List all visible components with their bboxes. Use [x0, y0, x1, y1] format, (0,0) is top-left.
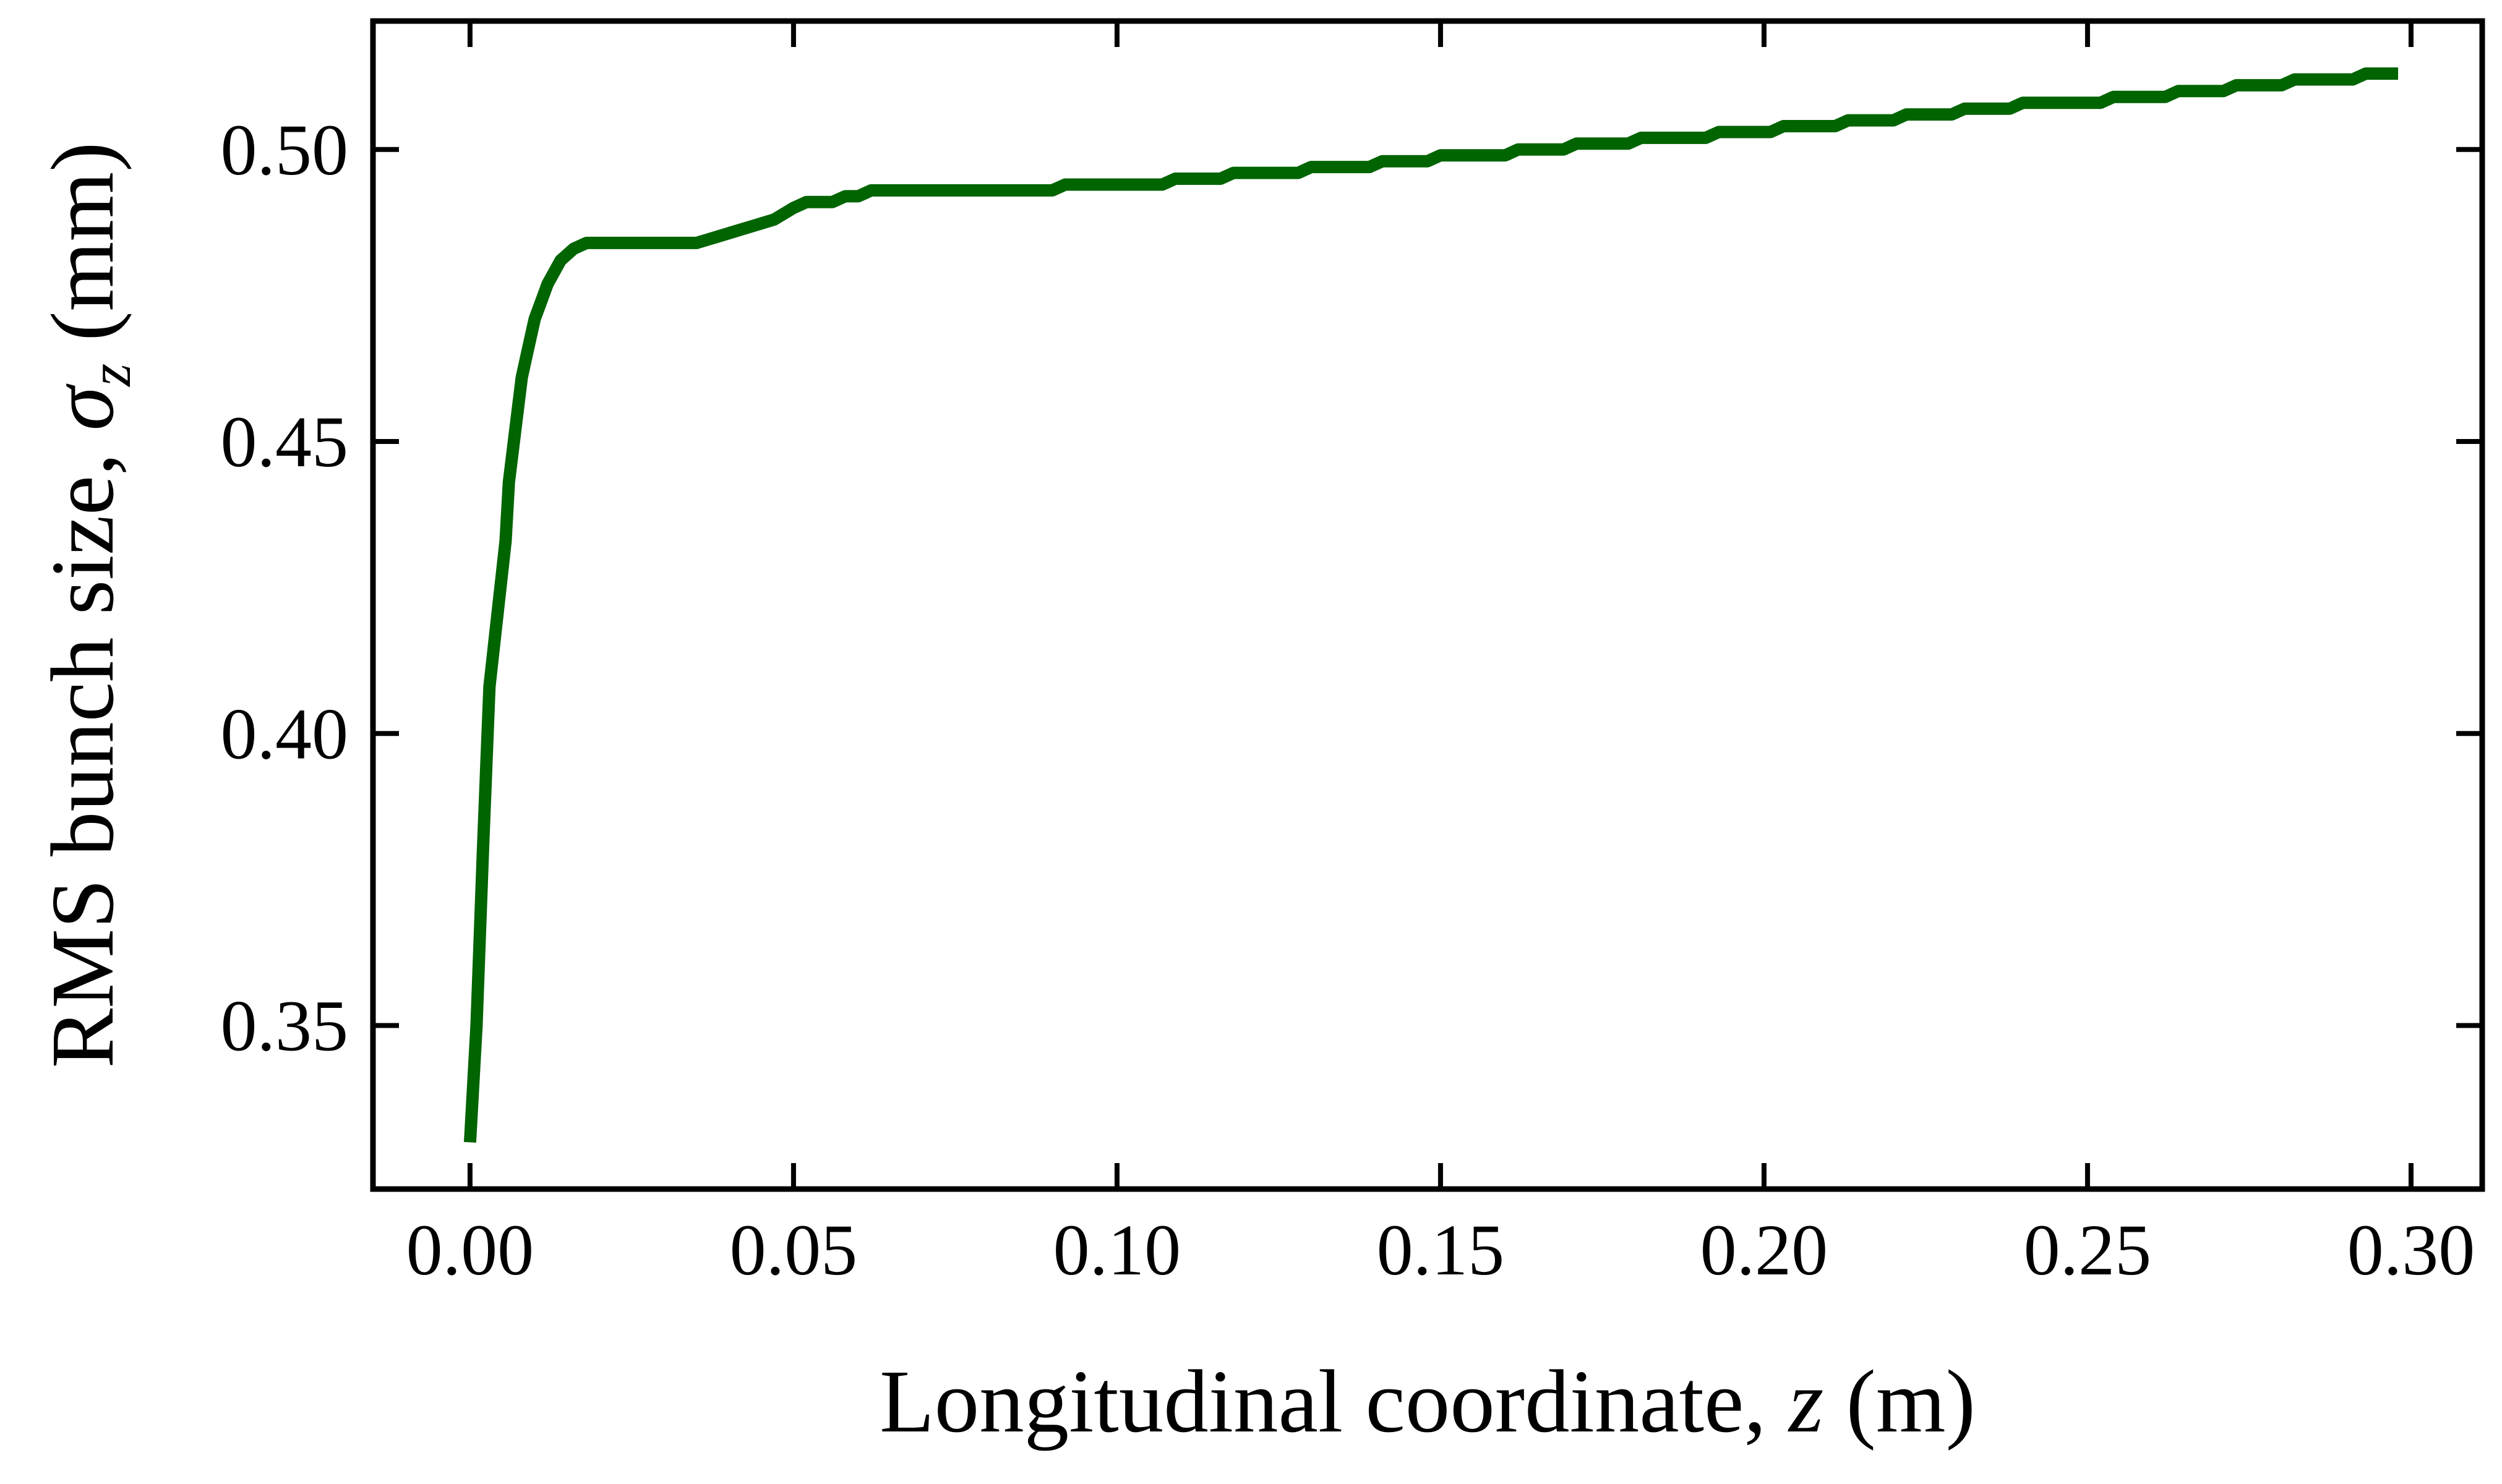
x-axis-title: Longitudinal coordinate, z (m) [880, 1352, 1976, 1451]
x-tick-label: 0.00 [406, 1209, 534, 1290]
y-axis-title: RMS bunch size, σz (mm) [33, 142, 143, 1068]
x-axis-title-unit: (m) [1823, 1352, 1976, 1451]
y-axis-title-text: RMS bunch size, [33, 430, 132, 1068]
axis-tick-labels: 0.00 0.05 0.10 0.15 0.20 0.25 0.30 0.35 0.40 0.45… [221, 109, 2475, 1290]
y-tick-label: 0.40 [221, 693, 349, 774]
plot-frame [370, 18, 2485, 1192]
x-tick-label: 0.05 [730, 1209, 858, 1290]
x-tick-label: 0.20 [1700, 1209, 1828, 1290]
y-axis-title-sub: z [77, 364, 143, 388]
series-line-0 [463, 67, 2398, 1143]
y-tick-label: 0.35 [221, 986, 349, 1067]
x-tick-label: 0.25 [2024, 1209, 2152, 1290]
chart-marks [463, 67, 2398, 1143]
x-axis-title-var: z [1788, 1352, 1823, 1451]
y-axis-title-unit: (mm) [33, 142, 132, 364]
axis-ticks [373, 21, 2482, 1189]
y-axis-title-var: σ [33, 383, 132, 430]
y-tick-label: 0.45 [221, 401, 349, 482]
x-axis-title-text: Longitudinal coordinate, [880, 1352, 1789, 1451]
x-tick-label: 0.10 [1053, 1209, 1181, 1290]
x-tick-label: 0.30 [2347, 1209, 2475, 1290]
y-tick-label: 0.50 [221, 109, 349, 190]
x-tick-label: 0.15 [1377, 1209, 1505, 1290]
